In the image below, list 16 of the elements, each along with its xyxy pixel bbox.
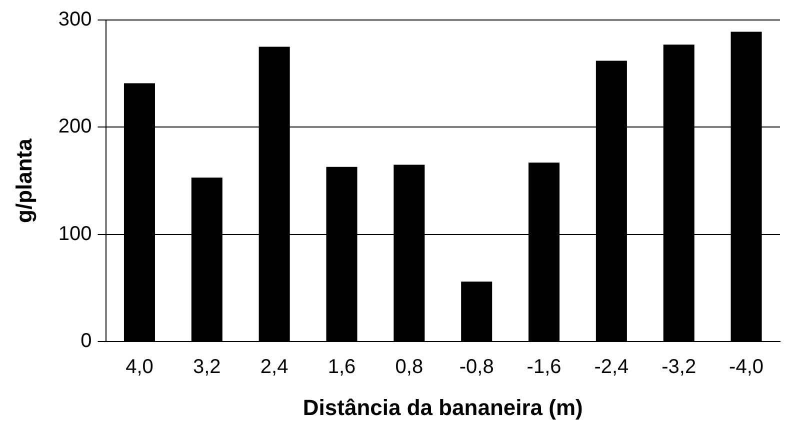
y-tick-label: 300: [58, 8, 92, 31]
y-tick-label: 0: [80, 330, 92, 352]
x-tick-label: 4,0: [126, 356, 154, 378]
x-tick-label: -4,0: [729, 356, 764, 378]
x-axis-title: Distância da bananeira (m): [302, 394, 583, 420]
x-tick-label: -1,6: [526, 356, 562, 378]
x-tick-label: -2,4: [594, 356, 629, 378]
x-tick-label: 0,8: [395, 356, 424, 378]
x-tick-label: -0,8: [459, 356, 494, 378]
x-tick-label: 1,6: [328, 356, 356, 378]
y-tick-label: 200: [58, 116, 92, 138]
y-tick-label: 100: [58, 222, 92, 245]
x-tick-label: 2,4: [260, 356, 288, 378]
x-tick-label: -3,2: [662, 356, 696, 378]
y-axis-title: g/planta: [11, 138, 36, 223]
x-tick-label: 3,2: [193, 356, 221, 378]
